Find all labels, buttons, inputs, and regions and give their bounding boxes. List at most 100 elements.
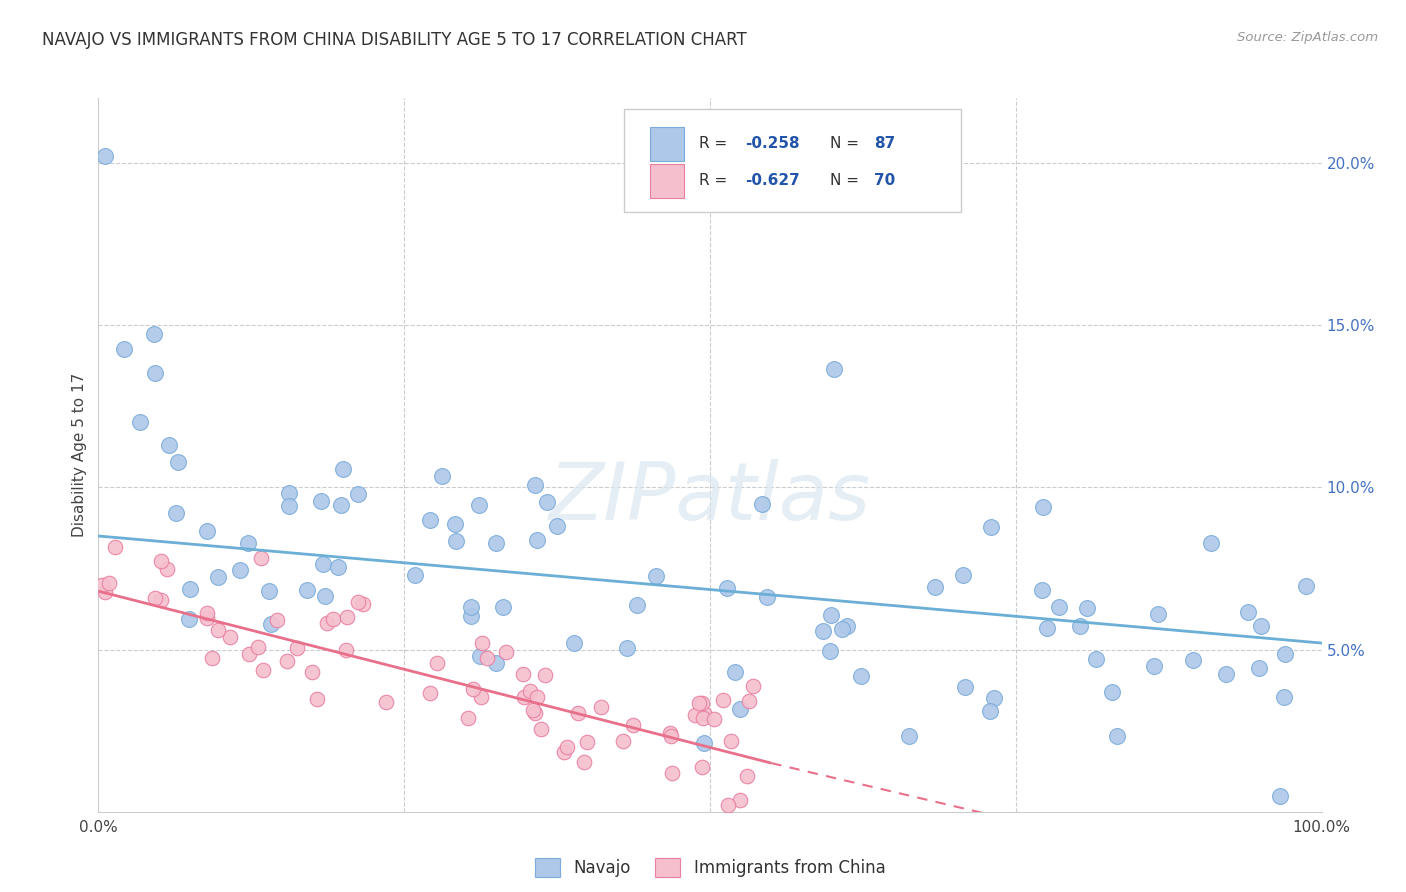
Y-axis label: Disability Age 5 to 17: Disability Age 5 to 17: [72, 373, 87, 537]
Point: [835, 619, 858, 633]
Point: [236, 536, 259, 550]
Point: [526, 533, 548, 547]
Point: [1047, 600, 1070, 615]
Point: [661, 766, 683, 780]
Point: [315, 616, 337, 631]
Point: [468, 648, 491, 663]
Point: [312, 557, 335, 571]
Point: [426, 657, 449, 671]
Point: [112, 343, 135, 357]
Point: [512, 667, 534, 681]
Point: [346, 595, 368, 609]
Point: [616, 641, 638, 656]
Point: [546, 519, 568, 533]
Point: [460, 599, 482, 614]
Point: [1101, 684, 1123, 698]
Point: [1069, 619, 1091, 633]
Point: [1295, 578, 1317, 592]
Point: [831, 622, 853, 636]
Legend: Navajo, Immigrants from China: Navajo, Immigrants from China: [526, 850, 894, 886]
Point: [332, 462, 354, 476]
Point: [756, 590, 779, 604]
Point: [301, 665, 323, 679]
Point: [229, 563, 252, 577]
Point: [257, 584, 280, 599]
Point: [522, 703, 544, 717]
Point: [728, 793, 751, 807]
Point: [460, 609, 482, 624]
Point: [738, 694, 761, 708]
Point: [201, 650, 224, 665]
Point: [658, 725, 681, 739]
Point: [207, 570, 229, 584]
Text: ZIPatlas: ZIPatlas: [548, 458, 872, 537]
Point: [1215, 667, 1237, 681]
Point: [309, 493, 332, 508]
Text: Source: ZipAtlas.com: Source: ZipAtlas.com: [1237, 31, 1378, 45]
Text: 70: 70: [875, 173, 896, 188]
Point: [823, 362, 845, 376]
Point: [621, 718, 644, 732]
Point: [266, 613, 288, 627]
Point: [94, 149, 117, 163]
Text: 87: 87: [875, 136, 896, 152]
Point: [165, 506, 187, 520]
Point: [97, 575, 120, 590]
Point: [1031, 582, 1053, 597]
Point: [167, 455, 190, 469]
Point: [93, 585, 115, 599]
Point: [1035, 622, 1057, 636]
Point: [555, 740, 578, 755]
Point: [143, 591, 166, 605]
Point: [404, 567, 426, 582]
Point: [645, 569, 668, 583]
Point: [278, 486, 301, 500]
Text: R =: R =: [699, 136, 733, 152]
Point: [612, 734, 634, 748]
Point: [897, 729, 920, 743]
Point: [980, 519, 1002, 533]
Point: [90, 578, 112, 592]
Point: [589, 700, 612, 714]
Point: [330, 498, 353, 512]
Point: [1181, 653, 1204, 667]
Point: [457, 711, 479, 725]
Point: [156, 562, 179, 576]
Point: [492, 599, 515, 614]
Point: [711, 693, 734, 707]
Point: [1250, 619, 1272, 633]
Point: [751, 498, 773, 512]
Point: [849, 668, 872, 682]
Point: [470, 690, 492, 705]
Point: [260, 616, 283, 631]
FancyBboxPatch shape: [650, 127, 685, 161]
Point: [536, 495, 558, 509]
Point: [693, 706, 716, 720]
Point: [461, 681, 484, 696]
Point: [475, 651, 498, 665]
Point: [524, 706, 547, 721]
Point: [533, 667, 555, 681]
Point: [285, 640, 308, 655]
Point: [276, 654, 298, 668]
Point: [1143, 658, 1166, 673]
Point: [179, 582, 201, 596]
Point: [562, 635, 585, 649]
Point: [742, 679, 765, 693]
Point: [430, 468, 453, 483]
Point: [468, 498, 491, 512]
Point: [195, 611, 218, 625]
Point: [690, 760, 713, 774]
Point: [1032, 500, 1054, 514]
Text: R =: R =: [699, 173, 733, 188]
Point: [820, 608, 842, 623]
Point: [1147, 607, 1170, 622]
Point: [513, 690, 536, 704]
Point: [159, 438, 181, 452]
Point: [553, 745, 575, 759]
Point: [983, 691, 1005, 706]
Point: [723, 665, 745, 680]
Point: [143, 366, 166, 380]
Point: [692, 711, 714, 725]
Text: -0.627: -0.627: [745, 173, 800, 188]
